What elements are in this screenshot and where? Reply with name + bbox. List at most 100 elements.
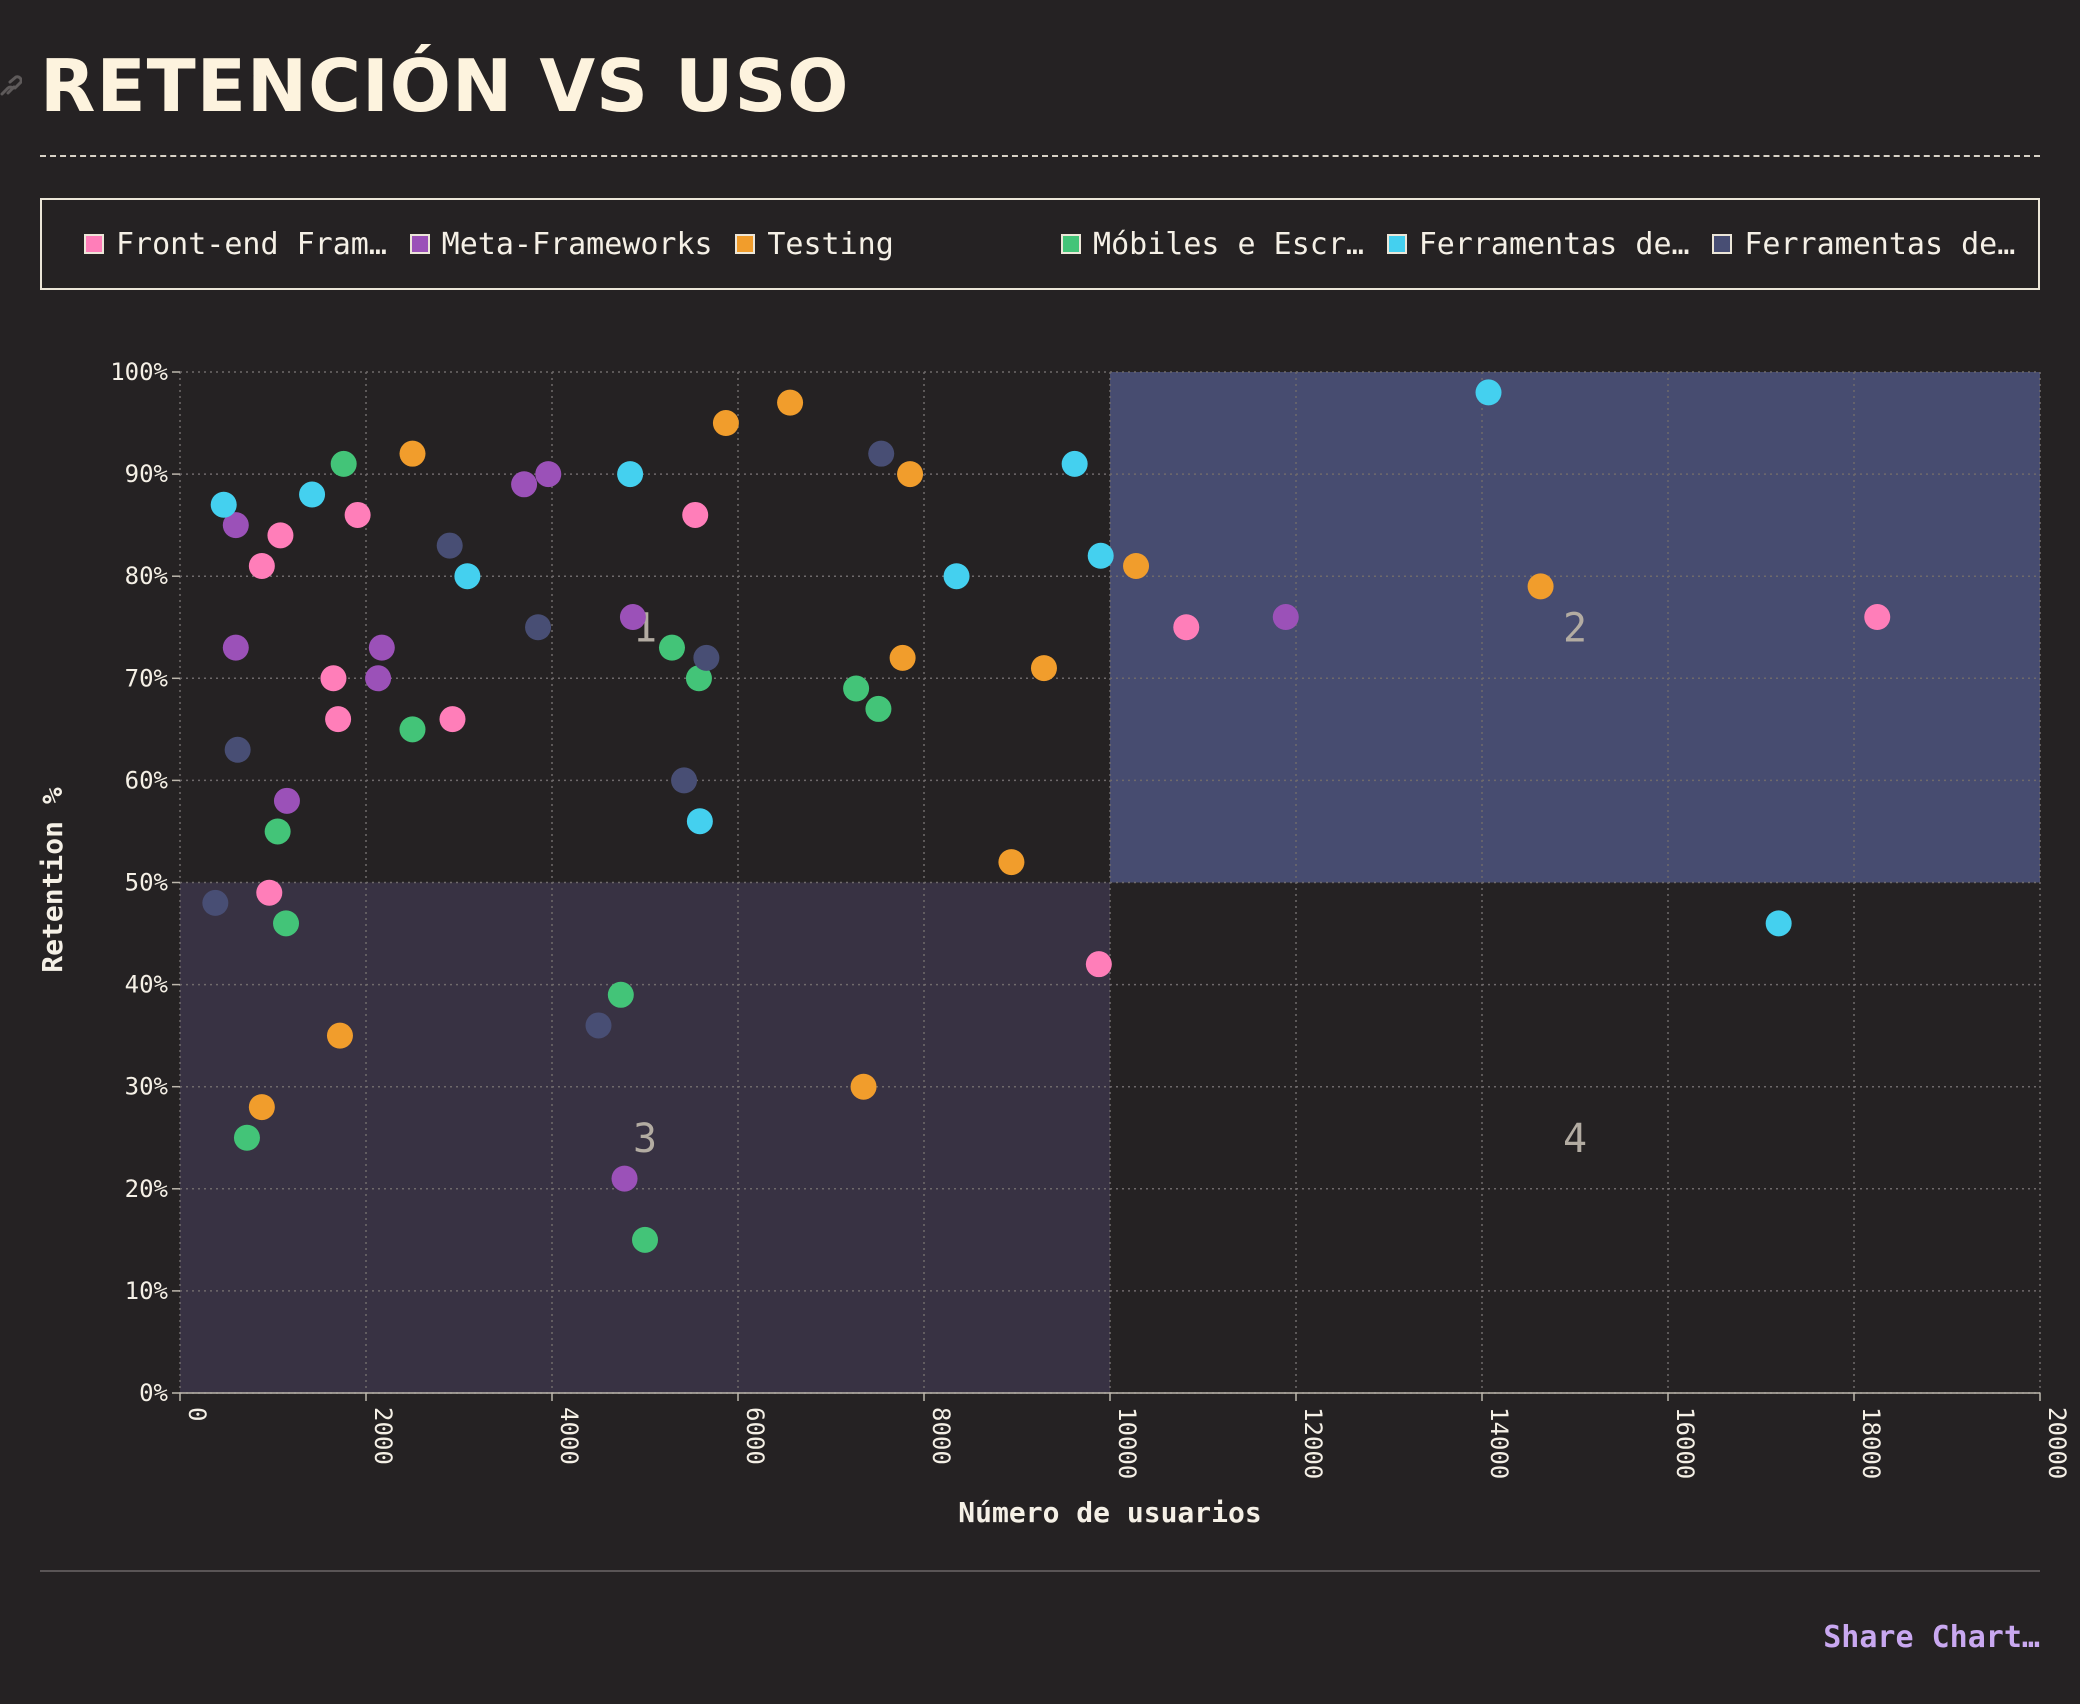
- legend-item-meta-frameworks[interactable]: Meta-Frameworks: [409, 227, 736, 262]
- quadrant-label-layer: 1 23 4: [633, 605, 1587, 1162]
- y-tick-label: 30%: [125, 1073, 169, 1101]
- data-point-series-0: [344, 501, 371, 528]
- link-icon[interactable]: [0, 74, 22, 100]
- data-point-series-5: [585, 1012, 612, 1039]
- share-chart-button[interactable]: Share Chart…: [1823, 1620, 2040, 1655]
- data-point-series-4: [686, 808, 713, 835]
- data-point-series-0: [325, 706, 352, 733]
- data-point-series-0: [1864, 604, 1891, 631]
- data-point-series-4: [1765, 910, 1792, 937]
- data-point-series-5: [868, 440, 895, 467]
- title-divider: [40, 155, 2040, 157]
- x-tick-label: 18000: [1857, 1407, 1885, 1479]
- y-tick-label: 0%: [139, 1379, 168, 1407]
- point-layer: [202, 379, 1891, 1253]
- y-tick-label: 70%: [125, 664, 169, 692]
- legend-item-ferramentas-1[interactable]: Ferramentas de…: [1386, 226, 1713, 262]
- legend: Front-end Fram… Meta-Frameworks Testing …: [40, 198, 2040, 290]
- legend-item-front-end[interactable]: Front-end Fram…: [84, 227, 410, 262]
- data-point-series-2: [712, 410, 739, 437]
- data-point-series-2: [897, 461, 924, 488]
- data-point-series-3: [658, 634, 685, 661]
- data-point-series-1: [273, 787, 300, 814]
- chart-title: RETENCIÓN VS USO: [40, 44, 850, 128]
- legend-item-ferramentas-2[interactable]: Ferramentas de…: [1712, 227, 2038, 262]
- x-tick-label: 6000: [741, 1407, 769, 1465]
- data-point-series-1: [535, 461, 562, 488]
- scatter-chart: 0 2000 4000 6000 8000 10000 12000 14000 16000 180…: [36, 358, 2071, 1529]
- data-point-series-3: [233, 1124, 260, 1151]
- data-point-series-4: [454, 563, 481, 590]
- data-point-series-5: [224, 736, 251, 763]
- legend-item-mobiles[interactable]: Móbiles e Escr…: [1061, 227, 1387, 262]
- data-point-series-0: [1173, 614, 1200, 641]
- legend-swatch: [409, 234, 430, 254]
- data-point-series-2: [850, 1073, 877, 1100]
- legend-swatch: [735, 234, 756, 254]
- data-point-series-3: [843, 675, 870, 702]
- legend-item-testing[interactable]: Testing: [735, 227, 1061, 262]
- data-point-series-3: [865, 695, 892, 722]
- data-point-series-5: [525, 614, 552, 641]
- y-tick-label: 100%: [110, 358, 168, 386]
- data-point-series-5: [693, 644, 720, 671]
- data-point-series-1: [222, 634, 249, 661]
- data-point-series-3: [632, 1226, 658, 1253]
- legend-swatch: [84, 234, 104, 254]
- data-point-series-3: [399, 716, 426, 743]
- legend-swatch: [1712, 234, 1733, 254]
- y-tick-label: 20%: [125, 1175, 169, 1203]
- data-point-series-2: [777, 389, 804, 416]
- data-point-series-2: [1123, 552, 1150, 579]
- legend-label: Ferramentas de…: [1744, 226, 2016, 262]
- y-tick-label: 60%: [125, 766, 169, 794]
- data-point-series-1: [511, 471, 538, 498]
- data-point-series-0: [267, 522, 294, 549]
- x-tick-label: 0: [183, 1407, 211, 1421]
- x-tick-label: 12000: [1299, 1407, 1327, 1479]
- x-tick-label: 16000: [1671, 1407, 1699, 1479]
- data-point-series-1: [1272, 604, 1299, 631]
- data-point-series-2: [998, 849, 1025, 876]
- data-point-series-0: [320, 665, 347, 692]
- data-point-series-2: [399, 440, 426, 467]
- data-point-series-1: [365, 665, 392, 692]
- data-point-series-3: [330, 450, 357, 477]
- data-point-series-1: [222, 512, 249, 539]
- data-point-series-5: [436, 532, 463, 559]
- x-axis-label: Número de usuarios: [958, 1496, 1261, 1529]
- quadrant-label-2: 2: [1563, 605, 1587, 651]
- data-point-series-3: [264, 818, 291, 845]
- data-point-series-2: [889, 644, 916, 671]
- data-point-series-2: [1030, 655, 1057, 682]
- x-tick-label: 10000: [1113, 1407, 1141, 1479]
- data-point-series-4: [210, 491, 237, 518]
- x-tick-label: 8000: [927, 1407, 955, 1465]
- y-axis-label: Retention %: [36, 787, 69, 973]
- legend-label: Front-end Fram…: [116, 226, 387, 262]
- legend-label: Testing: [767, 226, 894, 262]
- data-point-series-2: [1527, 573, 1554, 600]
- x-tick-label: 14000: [1485, 1407, 1513, 1479]
- data-point-series-4: [1061, 450, 1088, 477]
- data-point-series-1: [368, 634, 395, 661]
- axis-layer: 0 2000 4000 6000 8000 10000 12000 14000 16000 180…: [110, 358, 2071, 1479]
- y-tick-label: 10%: [125, 1277, 169, 1305]
- data-point-series-4: [943, 563, 970, 590]
- legend-swatch: [1386, 234, 1407, 254]
- legend-label: Ferramentas de…: [1418, 226, 1690, 262]
- data-point-series-4: [617, 461, 644, 488]
- data-point-series-5: [202, 889, 229, 916]
- quadrant-3-area: [180, 882, 1110, 1393]
- data-point-series-3: [685, 665, 712, 692]
- data-point-series-0: [248, 552, 275, 579]
- y-tick-label: 40%: [125, 971, 169, 999]
- data-point-series-2: [326, 1022, 353, 1049]
- legend-label: Móbiles e Escr…: [1093, 226, 1364, 262]
- data-point-series-1: [619, 604, 646, 631]
- y-tick-label: 90%: [125, 460, 169, 488]
- data-point-series-3: [273, 910, 300, 937]
- data-point-series-1: [611, 1165, 638, 1192]
- data-point-series-0: [682, 501, 709, 528]
- quadrant-label-3: 3: [633, 1116, 657, 1162]
